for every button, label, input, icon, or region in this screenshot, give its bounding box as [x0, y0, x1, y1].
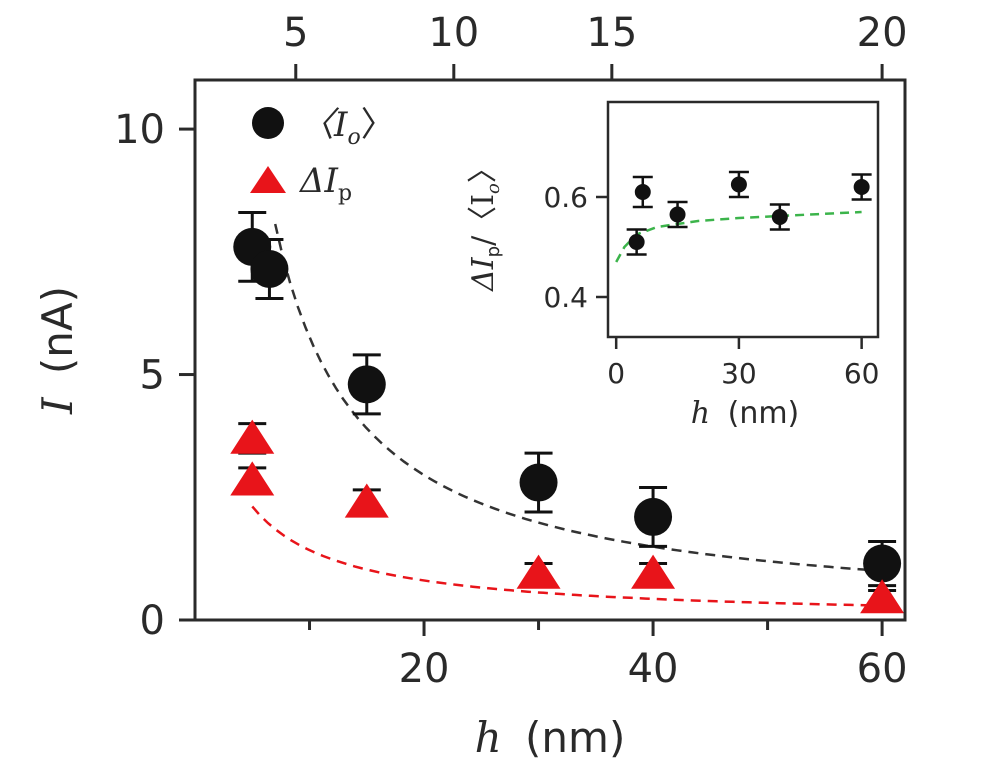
main-point-triangle-5 — [860, 579, 905, 614]
inset-plot: 0 30 60 0.4 0.6 h (nm) ΔIp/〈Io〉 — [466, 100, 880, 431]
inset-point-4 — [771, 209, 788, 225]
inset-markers — [628, 176, 870, 250]
inset-x-tick-label: 30 — [721, 357, 757, 390]
legend-marker-triangle — [250, 166, 286, 193]
main-x-tick-label: 20 — [399, 646, 450, 692]
main-y-axis-variable: I — [33, 396, 82, 415]
inset-background — [608, 102, 878, 337]
main-legend: 〈Io〉 ΔIp — [250, 105, 395, 206]
inset-point-1 — [634, 184, 651, 200]
main-y-tick-label: 10 — [114, 107, 165, 153]
main-point-circle-4 — [634, 497, 673, 536]
main-x-tick-label: 40 — [628, 646, 679, 692]
main-fit-line-0 — [273, 223, 883, 573]
main-point-triangle-4 — [631, 554, 676, 589]
main-y-axis-label: I (nA) — [33, 286, 82, 415]
inset-x-tick-label: 60 — [844, 357, 880, 390]
main-top-tick-label: 20 — [857, 10, 908, 56]
main-y-tick-label: 0 — [140, 598, 165, 644]
inset-x-axis-label: h (nm) — [691, 396, 800, 431]
inset-point-2 — [669, 206, 686, 223]
main-point-triangle-2 — [344, 483, 389, 518]
inset-fit-curve — [615, 210, 862, 263]
legend-label-triangle: ΔIp — [298, 161, 352, 206]
legend-marker-circle — [252, 107, 284, 139]
inset-point-0 — [628, 234, 645, 250]
main-x-axis-label: h (nm) — [475, 713, 626, 762]
legend-label-circle: 〈Io〉 — [300, 105, 395, 150]
main-x-tick-label: 60 — [857, 646, 908, 692]
main-y-tick-label: 5 — [140, 353, 165, 399]
main-x-ticks: 20 40 60 — [308, 620, 908, 692]
main-plot: 20 40 60 0 5 10 5 10 15 20 h (nm) I (nA) 〈Io〉 Δ… — [33, 10, 908, 762]
inset-x-ticks: 0 30 60 — [607, 337, 879, 390]
main-fit-curves — [251, 223, 883, 607]
inset-fit-line — [615, 210, 862, 263]
main-top-ticks: 5 10 15 20 — [283, 10, 908, 80]
main-point-triangle-3 — [516, 554, 561, 589]
inset-plot-frame — [606, 100, 880, 339]
inset-x-tick-label: 0 — [607, 357, 625, 390]
main-markers — [230, 227, 905, 614]
inset-y-axis-label: ΔIp/〈Io〉 — [466, 153, 504, 292]
main-y-ticks: 0 5 10 — [114, 107, 195, 644]
inset-point-3 — [730, 176, 747, 193]
main-plot-frame — [193, 78, 907, 622]
inset-y-tick-label: 0.4 — [543, 281, 588, 314]
main-x-axis-unit: (nm) — [525, 713, 625, 762]
main-x-axis-variable: h — [475, 713, 502, 762]
inset-y-tick-label: 0.6 — [543, 181, 588, 214]
main-point-circle-5 — [863, 544, 902, 583]
inset-point-5 — [853, 179, 870, 195]
inset-y-ticks: 0.4 0.6 — [543, 181, 608, 314]
main-top-tick-label: 5 — [283, 10, 308, 56]
main-top-tick-label: 10 — [428, 10, 479, 56]
main-top-tick-label: 15 — [586, 10, 637, 56]
main-point-circle-2 — [347, 365, 386, 404]
main-point-circle-1 — [250, 250, 289, 288]
main-fit-line-1 — [251, 505, 883, 607]
main-point-circle-3 — [519, 463, 558, 502]
main-point-triangle-1 — [230, 461, 275, 496]
main-point-triangle-0 — [230, 419, 275, 454]
main-y-axis-unit: (nA) — [33, 286, 82, 374]
